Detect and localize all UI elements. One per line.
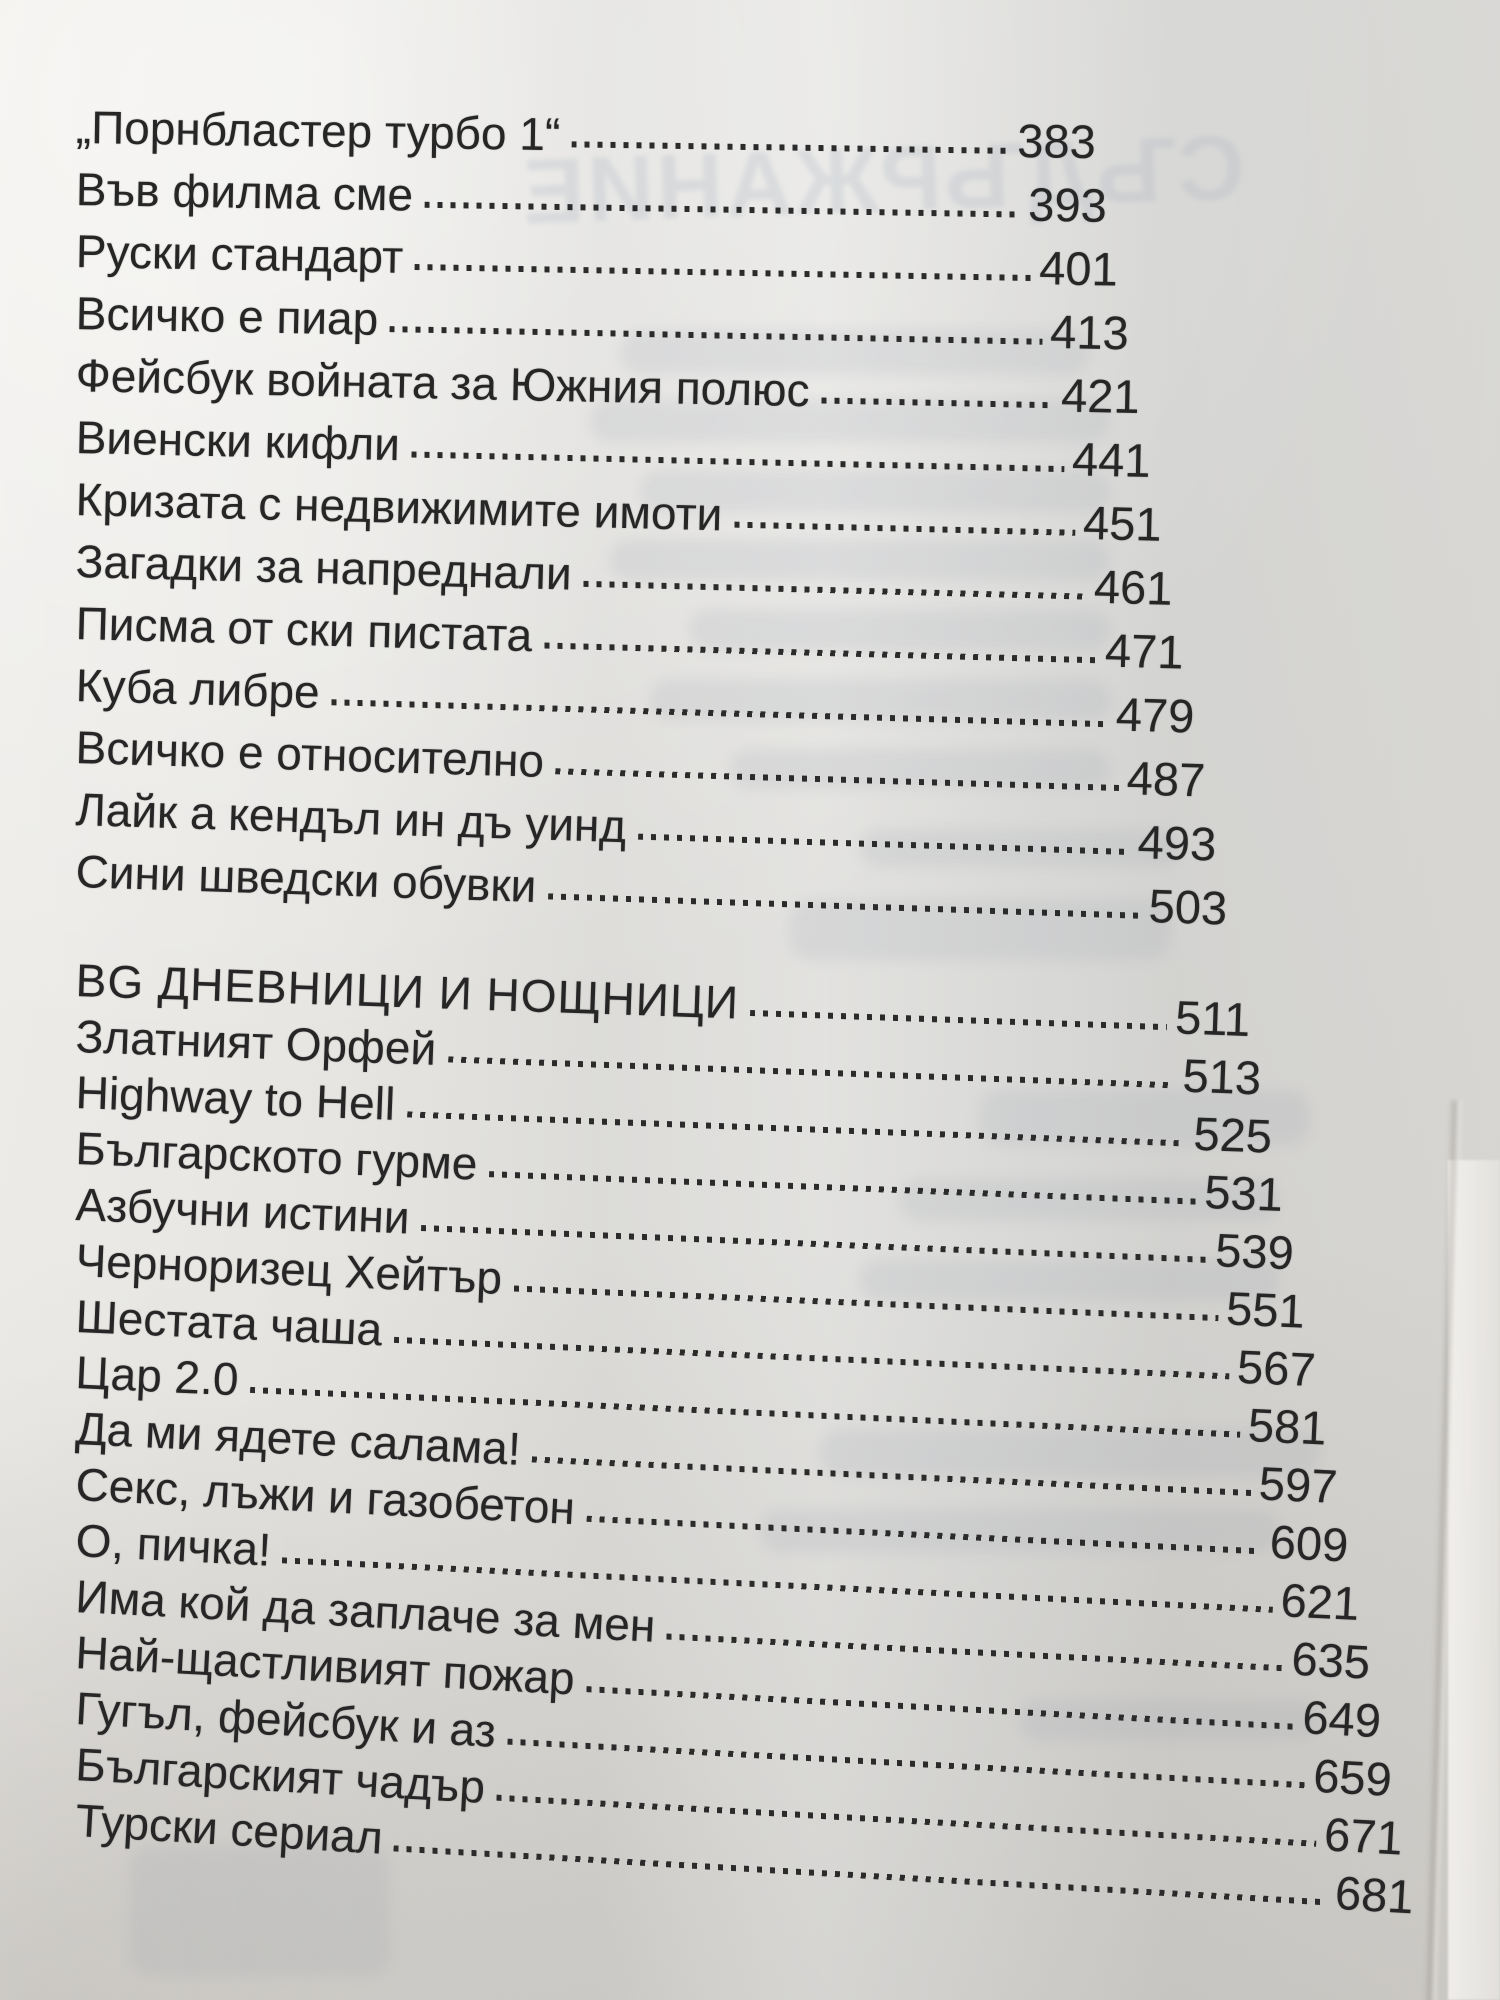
toc-entry-page: 503 [1147, 879, 1229, 935]
toc-entry-page: 621 [1279, 1573, 1361, 1631]
toc-entry-page: 421 [1060, 368, 1141, 424]
toc-entry-page: 539 [1214, 1223, 1295, 1280]
toc-entry-page: 479 [1115, 687, 1196, 743]
toc-entry-page: 531 [1203, 1164, 1284, 1221]
toc-entry-page: 511 [1174, 990, 1252, 1046]
toc-entry-title: Виенски кифли [75, 411, 401, 471]
dot-leader [414, 264, 1032, 282]
showthrough-smudge [610, 540, 1110, 580]
showthrough-smudge [860, 1260, 1280, 1300]
toc-entry-title: Руски стандарт [75, 225, 404, 283]
toc-entry-page: 581 [1246, 1398, 1328, 1455]
toc-entry-title: Цар 2.0 [74, 1346, 240, 1406]
dot-leader [390, 326, 1043, 345]
toc-entry-page: 413 [1049, 304, 1130, 360]
toc-entry-page: 567 [1236, 1339, 1317, 1397]
toc-entry-page: 441 [1071, 432, 1152, 488]
showthrough-smudge [820, 1430, 1320, 1476]
dot-leader [543, 642, 1097, 664]
toc-entry-page: 401 [1038, 241, 1119, 296]
showthrough-smudge [130, 1845, 390, 1975]
toc-part2: BG ДНЕВНИЦИ И НОЩНИЦИ 511 Златният Орфей 5… [74, 947, 1456, 1923]
dot-leader [734, 521, 1075, 536]
toc-entry-page: 383 [1016, 113, 1097, 169]
toc-entry-title: „Порнбластер турбо 1“ [75, 101, 561, 161]
toc-entry-title: Куба либре [75, 659, 321, 718]
toc-entry-page: 493 [1136, 815, 1218, 871]
toc-entry-page: 551 [1225, 1281, 1306, 1338]
toc-entry-page: 393 [1027, 177, 1108, 232]
toc-entry-page: 461 [1093, 559, 1174, 615]
dot-leader [750, 1009, 1168, 1031]
toc-entry-title: Всичко е пиар [75, 287, 379, 345]
toc-entry-page: 681 [1333, 1865, 1416, 1924]
dot-leader [411, 451, 1064, 473]
page-edge-strip [1448, 1160, 1500, 2000]
toc-entry-page: 597 [1257, 1456, 1339, 1514]
dot-leader [424, 201, 1021, 218]
table-of-contents: „Порнбластер турбо 1“ 383 Във филма сме 39… [74, 88, 1456, 1923]
toc-entry-page: 635 [1290, 1631, 1372, 1689]
toc-entry-title: Турски сериал [74, 1794, 385, 1864]
toc-entry-page: 609 [1268, 1514, 1350, 1572]
toc-part1: „Порнбластер турбо 1“ 383 Във филма сме 39… [75, 88, 1456, 935]
showthrough-smudge [690, 610, 1110, 650]
dot-leader [583, 580, 1086, 600]
dot-leader [637, 833, 1130, 855]
toc-entry-page: 649 [1301, 1690, 1383, 1748]
toc-entry-page: 513 [1181, 1048, 1263, 1105]
toc-entry-page: 487 [1126, 751, 1207, 807]
dot-leader [393, 1845, 1327, 1906]
showthrough-smudge [640, 470, 1110, 512]
toc-entry-title: Във филма сме [75, 163, 414, 221]
toc-entry-page: 525 [1192, 1106, 1273, 1163]
toc-entry-page: 471 [1104, 623, 1185, 679]
toc-entry-page: 671 [1322, 1807, 1405, 1865]
dot-leader [821, 397, 1054, 409]
dot-leader [572, 141, 1010, 154]
toc-entry-page: 659 [1312, 1748, 1394, 1806]
toc-entry-page: 451 [1082, 495, 1163, 551]
